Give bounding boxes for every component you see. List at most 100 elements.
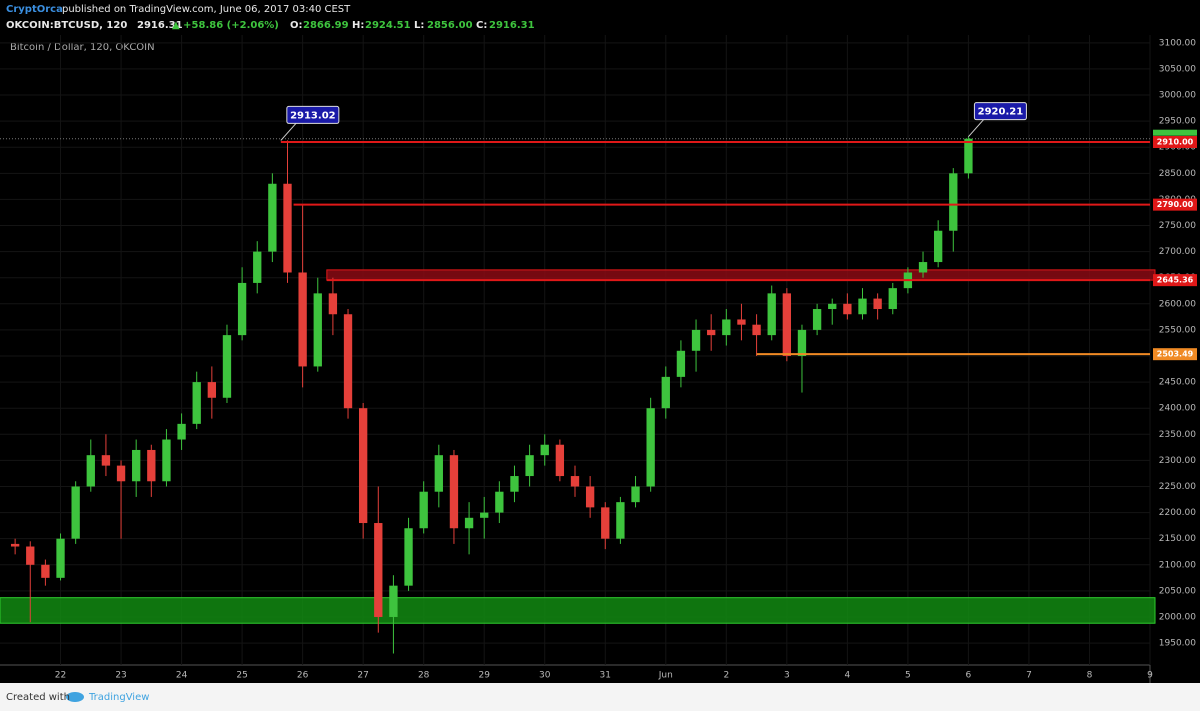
footer-logo (66, 692, 84, 702)
candle-body (147, 449, 156, 482)
candle-body (843, 303, 852, 315)
callout-label: 2920.21 (978, 107, 1024, 118)
candle-body (858, 298, 867, 315)
ohlc-label: O: (290, 20, 303, 31)
y-tick-label: 2450.00 (1159, 378, 1196, 388)
candle-body (480, 512, 489, 518)
candle-body (86, 455, 95, 487)
x-tick-label: 8 (1087, 671, 1093, 681)
ohlc-value: 2866.99 (303, 20, 349, 31)
x-tick-label: 30 (539, 671, 551, 681)
candle-body (873, 298, 882, 310)
chart-title: Bitcoin / Dollar, 120, OKCOIN (10, 42, 155, 53)
y-tick-label: 3050.00 (1159, 64, 1196, 74)
candle-body (631, 486, 640, 503)
x-tick-label: 27 (357, 671, 368, 681)
candle-body (691, 329, 701, 351)
candle-body (389, 585, 398, 617)
candle-body (510, 476, 519, 492)
x-tick-label: 7 (1026, 671, 1032, 681)
level-tag (1153, 198, 1197, 211)
candle-body (404, 528, 413, 586)
zone (326, 269, 1156, 281)
candle-body (767, 293, 776, 336)
candle-body (283, 183, 292, 273)
symbol: OKCOIN:BTCUSD, 120 (6, 20, 127, 31)
candle-body (222, 335, 232, 398)
candle-body (752, 324, 761, 336)
x-tick-label: 24 (176, 671, 188, 681)
candle-body (253, 251, 262, 283)
candle-body (449, 455, 459, 529)
y-tick-label: 1950.00 (1159, 639, 1196, 649)
level-label: 2503.49 (1157, 350, 1194, 359)
candle-body (782, 293, 792, 357)
ohlc-label: L: (414, 20, 424, 31)
candle-body (132, 449, 141, 482)
candle-body (797, 329, 807, 357)
candle-body (358, 408, 368, 524)
level-label: 2645.36 (1157, 276, 1194, 285)
level-tag (1153, 274, 1197, 287)
x-tick-label: 2 (723, 671, 729, 681)
candle-body (434, 455, 443, 492)
x-tick-label: 6 (966, 671, 972, 681)
level-label: 2790.00 (1157, 200, 1194, 209)
y-tick-label: 2000.00 (1159, 612, 1196, 622)
y-tick-label: 2400.00 (1159, 404, 1196, 414)
x-tick-label: 31 (600, 671, 611, 681)
candle-body (313, 293, 322, 367)
candle-body (722, 319, 731, 336)
y-tick-label: 2350.00 (1159, 430, 1196, 440)
candle-body (177, 423, 186, 440)
candle-body (585, 486, 595, 508)
y-tick-label: 2600.00 (1159, 299, 1196, 309)
x-tick-label: Jun (658, 671, 673, 681)
y-tick-label: 3100.00 (1159, 38, 1196, 48)
candle-body (71, 486, 80, 539)
candle-body (828, 303, 837, 310)
candle-body (570, 476, 580, 487)
candle-body (707, 329, 716, 336)
candle-body (41, 564, 50, 578)
candle-body (676, 350, 686, 377)
candle-body (26, 546, 35, 565)
change: ▲ +58.86 (+2.06%) (172, 20, 279, 31)
x-tick-label: 29 (478, 671, 490, 681)
candle-body (298, 272, 307, 367)
y-tick-label: 2100.00 (1159, 560, 1196, 570)
level-tag (1153, 348, 1197, 361)
candle-body (949, 173, 958, 231)
author[interactable]: CryptOrca (6, 4, 63, 15)
x-tick-label: 4 (845, 671, 851, 681)
y-tick-label: 2850.00 (1159, 169, 1196, 179)
callout-pointer (280, 122, 298, 141)
candle-body (888, 288, 897, 310)
y-tick-label: 2150.00 (1159, 534, 1196, 544)
last: 2916.31 (137, 20, 183, 31)
x-tick-label: 23 (115, 671, 126, 681)
y-tick-label: 2750.00 (1159, 221, 1196, 231)
callout-box (973, 102, 1027, 121)
x-tick-label: 26 (297, 671, 309, 681)
zone (0, 597, 1156, 624)
candle-body (10, 543, 20, 547)
last-price-tag (1153, 129, 1197, 136)
candle-body (328, 293, 338, 315)
candle-body (495, 491, 504, 513)
candle-body (207, 382, 217, 398)
ohlc-label: H: (352, 20, 364, 31)
footer-brand[interactable]: TradingView (88, 692, 149, 703)
y-tick-label: 2700.00 (1159, 247, 1196, 257)
candle-body (419, 491, 428, 529)
candle-body (268, 183, 277, 252)
plot (0, 35, 1156, 665)
candle-body (192, 382, 201, 424)
callout-label: 2913.02 (290, 110, 336, 121)
x-tick-label: 25 (236, 671, 247, 681)
y-tick-label: 2550.00 (1159, 325, 1196, 335)
candle-body (555, 444, 565, 477)
published: published on TradingView.com, June 06, 2… (62, 4, 351, 15)
candle-body (661, 376, 670, 409)
